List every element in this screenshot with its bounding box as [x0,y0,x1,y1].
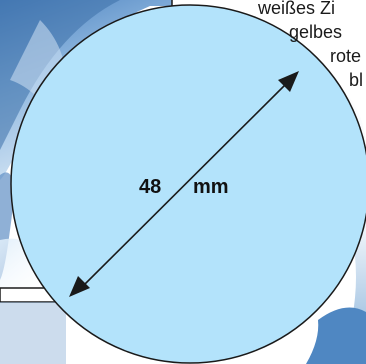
diameter-value-label: 48 [139,176,162,198]
background-text-line: gelbes [289,22,343,42]
diameter-circle [10,4,366,364]
arrowhead-bottom [69,276,90,297]
background-text-line: rote [330,46,362,66]
diameter-arrow [69,71,299,297]
background-text-line: weißes Zi [258,0,336,18]
background-text-line: bl [349,70,364,90]
diameter-unit-label: mm [193,176,229,198]
arrowhead-top [278,71,299,92]
